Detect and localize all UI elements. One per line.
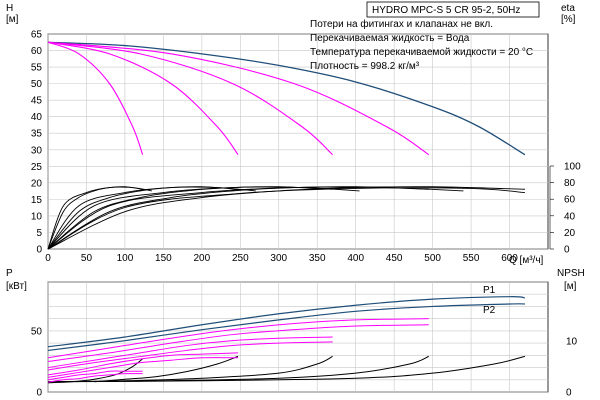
upper-grid <box>47 33 549 250</box>
npsh-tick-label: 10 <box>566 337 578 348</box>
title-box <box>366 1 540 18</box>
power-curve-partial <box>47 370 143 381</box>
power-curve-partial <box>47 318 429 359</box>
q-tick-label: 0 <box>45 253 51 264</box>
h-tick-label: 20 <box>31 178 43 189</box>
y-axis-label-h: H <box>6 3 13 14</box>
q-tick-label: 150 <box>155 253 172 264</box>
eta-tick-label: 60 <box>564 195 576 206</box>
eta-tick-label: 20 <box>564 228 576 239</box>
head-curve-partial <box>47 41 430 156</box>
note-line-3: Температура перекачиваемой жидкости = 20… <box>310 47 533 58</box>
lower-grid <box>47 281 549 393</box>
eta-curve <box>47 186 464 250</box>
series-label-p1: P1 <box>483 285 496 296</box>
q-tick-label: 450 <box>386 253 403 264</box>
eta-curve <box>47 186 256 250</box>
eta-tick-label: 80 <box>564 178 576 189</box>
q-tick-label: 300 <box>270 253 287 264</box>
h-tick-label: 45 <box>31 96 43 107</box>
head-curve-partial <box>47 41 239 156</box>
y2-axis-label-npsh: NPSH <box>557 268 585 279</box>
upper-plot-frame <box>47 33 549 250</box>
power-curve-partial <box>47 336 333 369</box>
x-axis-label: Q [м³/ч] <box>509 255 544 266</box>
upper-curves <box>47 41 526 250</box>
power-curve-partial <box>47 324 429 362</box>
chart-title: HYDRO MPC-S 5 CR 95-2, 50Hz <box>372 5 520 16</box>
q-tick-label: 400 <box>347 253 364 264</box>
p-tick-label: 0 <box>36 388 42 399</box>
power-curve-partial <box>47 357 239 378</box>
y-axis-label-h-unit: [м] <box>6 14 19 25</box>
q-tick-label: 200 <box>194 253 211 264</box>
p-tick-label: 50 <box>31 326 43 337</box>
h-tick-label: 60 <box>31 46 43 57</box>
q-tick-label: 500 <box>424 253 441 264</box>
eta-curve <box>47 186 152 250</box>
npsh-tick-label: 0 <box>566 388 572 399</box>
power-curve-p2 <box>47 303 525 352</box>
h-tick-label: 30 <box>31 145 43 156</box>
eta-tick-label: 0 <box>564 245 570 256</box>
eta-curve <box>47 186 525 250</box>
q-tick-label: 600 <box>501 253 518 264</box>
note-line-4: Плотность = 998.2 кг/м³ <box>310 61 420 72</box>
q-tick-label: 350 <box>309 253 326 264</box>
h-tick-label: 5 <box>36 228 42 239</box>
q-tick-label: 50 <box>81 253 93 264</box>
npsh-curve <box>94 355 239 383</box>
y2-axis-label-eta: eta <box>561 3 575 14</box>
h-tick-label: 10 <box>31 211 43 222</box>
note-line-1: Потери на фитингах и клапанах не вкл. <box>310 18 493 30</box>
h-tick-label: 15 <box>31 195 43 206</box>
eta-tick-label: 100 <box>564 162 581 173</box>
q-tick-label: 100 <box>117 253 134 264</box>
power-curve-p1 <box>47 296 526 348</box>
h-tick-label: 50 <box>31 79 43 90</box>
eta-curve <box>47 186 333 250</box>
eta-curve <box>47 187 525 250</box>
h-tick-label: 40 <box>31 112 43 123</box>
lower-curves <box>47 296 526 384</box>
h-tick-label: 55 <box>31 63 43 74</box>
npsh-curve <box>47 355 526 383</box>
h-tick-label: 65 <box>31 30 43 41</box>
h-tick-label: 0 <box>36 245 42 256</box>
power-curve-partial <box>47 373 143 383</box>
note-line-2: Перекачиваемая жидкость = Вода <box>310 33 470 44</box>
y-axis-label-p-unit: [кВт] <box>6 281 27 292</box>
head-curve-partial <box>47 41 333 156</box>
q-tick-label: 550 <box>463 253 480 264</box>
eta-tick-label: 40 <box>564 211 576 222</box>
h-tick-label: 35 <box>31 129 43 140</box>
y-axis-label-p: P <box>6 268 13 279</box>
y2-axis-label-npsh-unit: [м] <box>564 281 577 292</box>
head-curve-partial <box>47 41 144 155</box>
lower-ticks: 0 50 0 10 <box>31 326 578 398</box>
head-curve-full <box>47 41 526 156</box>
h-tick-label: 25 <box>31 162 43 173</box>
series-label-p2: P2 <box>483 305 496 316</box>
y2-axis-label-eta-unit: [%] <box>561 14 576 25</box>
power-curve-partial <box>47 352 239 376</box>
q-tick-label: 250 <box>232 253 249 264</box>
power-curve-partial <box>47 341 333 371</box>
